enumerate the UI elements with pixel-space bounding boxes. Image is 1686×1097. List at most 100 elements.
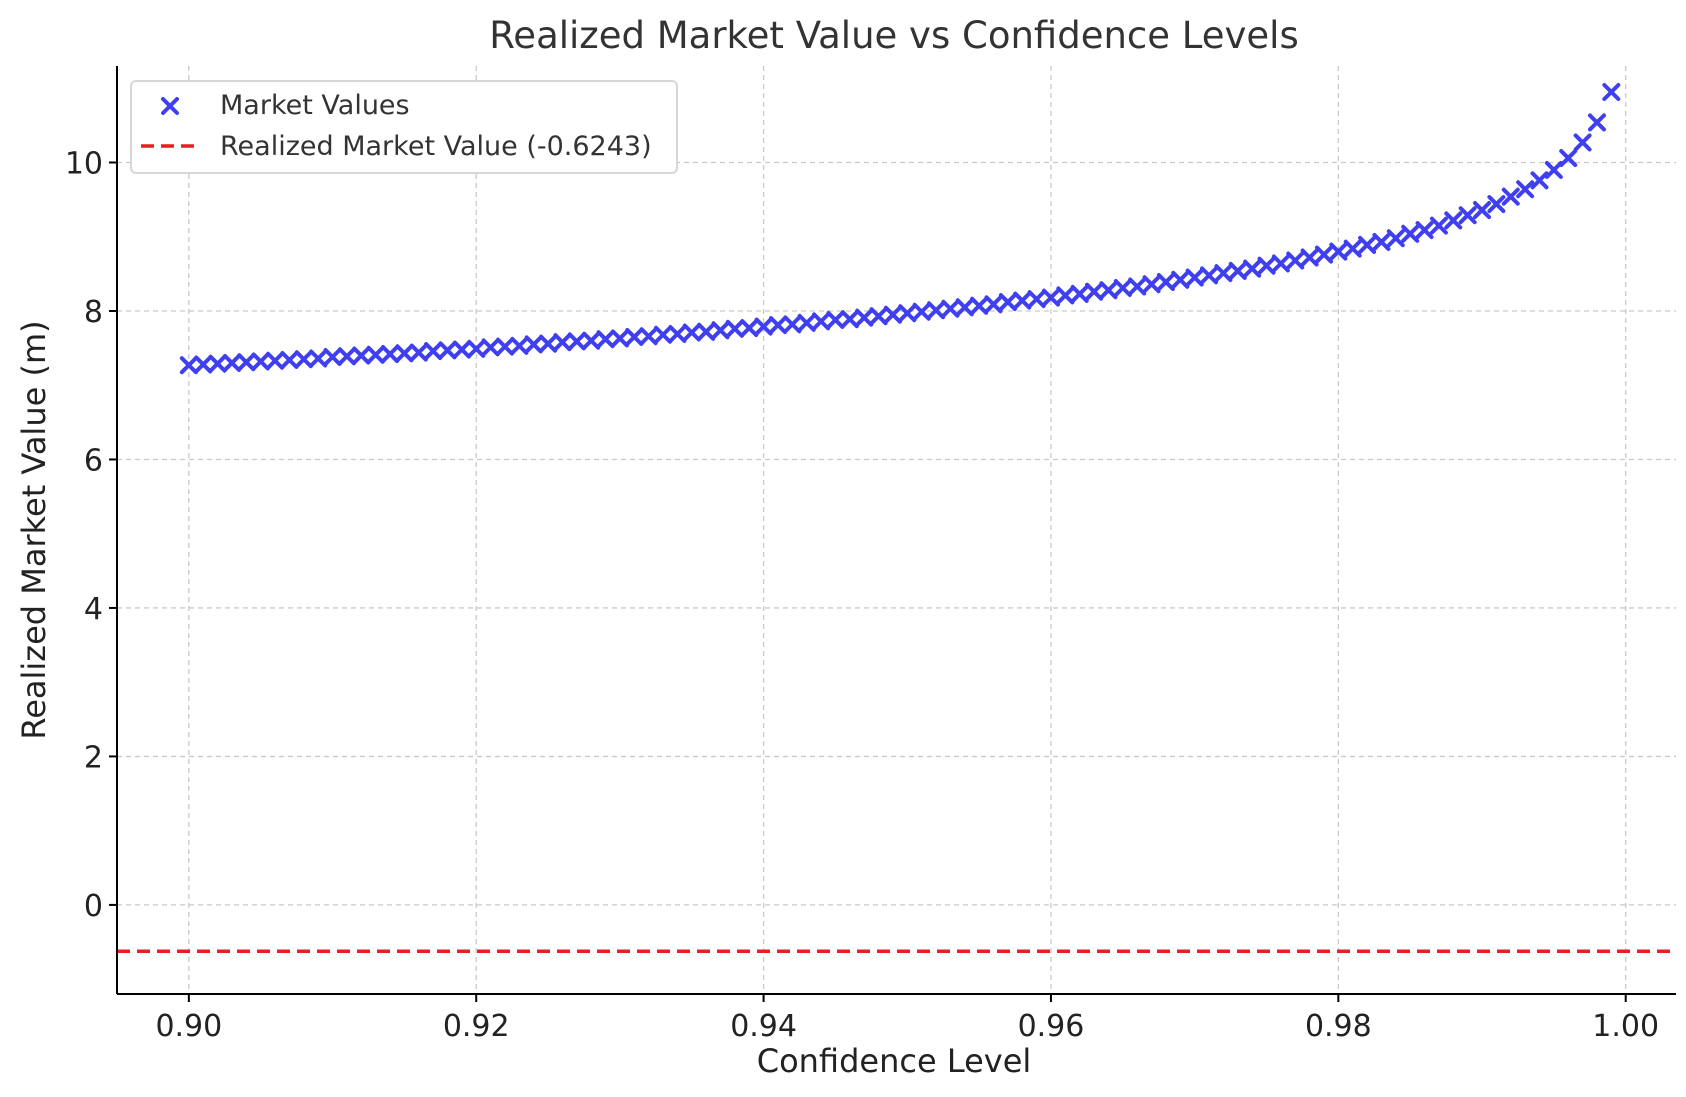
data-point (352, 346, 371, 365)
data-point (1516, 180, 1535, 199)
x-axis-title: Confidence Level (757, 1042, 1032, 1080)
data-points-layer (179, 82, 1621, 375)
data-point (553, 333, 572, 352)
data-point (467, 339, 486, 358)
y-tick-label: 4 (84, 592, 103, 627)
data-point (1372, 232, 1391, 251)
data-point (639, 327, 658, 346)
data-point (1013, 291, 1032, 310)
data-point (955, 298, 974, 317)
data-point (1429, 216, 1448, 235)
legend-label-realized-market-value: Realized Market Value (-0.6243) (220, 131, 652, 162)
data-point (179, 356, 198, 375)
data-point (323, 348, 342, 367)
data-point (984, 295, 1003, 314)
data-point (725, 319, 744, 338)
data-point (1185, 268, 1204, 287)
data-point (1243, 259, 1262, 278)
data-point (1271, 254, 1290, 273)
data-point (1329, 242, 1348, 261)
data-point (1458, 206, 1477, 225)
data-point (754, 317, 773, 336)
y-tick-label: 10 (65, 147, 103, 182)
data-point (855, 308, 874, 327)
y-tick-label: 0 (84, 889, 103, 924)
x-tick-label: 0.94 (730, 1009, 797, 1044)
axes-layer (116, 66, 1676, 995)
legend-label-market-values: Market Values (220, 90, 410, 121)
data-point (826, 310, 845, 329)
data-point (783, 315, 802, 334)
data-point (610, 329, 629, 348)
x-tick-label: 0.92 (443, 1009, 510, 1044)
data-point (366, 345, 385, 364)
data-point (294, 350, 313, 369)
data-point (797, 313, 816, 332)
data-point (222, 353, 241, 372)
data-point (1200, 266, 1219, 285)
data-point (840, 310, 859, 329)
x-tick-label: 0.90 (155, 1009, 222, 1044)
data-point (1501, 187, 1520, 206)
data-point (582, 331, 601, 350)
y-tick-label: 8 (84, 295, 103, 330)
data-point (1587, 113, 1606, 132)
legend-marker-market-values (161, 97, 179, 115)
data-point (1530, 171, 1549, 190)
chart-title: Realized Market Value vs Confidence Leve… (489, 14, 1298, 57)
data-point (1602, 82, 1621, 101)
data-point (970, 296, 989, 315)
data-point (740, 319, 759, 338)
data-point (1070, 284, 1089, 303)
data-point (1128, 277, 1147, 296)
data-point (194, 355, 213, 374)
data-point (927, 301, 946, 320)
data-point (524, 335, 543, 354)
data-point (1300, 248, 1319, 267)
data-point (697, 322, 716, 341)
data-point (883, 305, 902, 324)
data-point (409, 343, 428, 362)
data-point (1573, 133, 1592, 152)
data-point (1085, 282, 1104, 301)
data-point (1171, 270, 1190, 289)
y-tick-label: 6 (84, 443, 103, 478)
data-point (654, 325, 673, 344)
data-point (1401, 224, 1420, 243)
data-point (768, 316, 787, 335)
data-point (251, 352, 270, 371)
legend-x-marker (161, 97, 179, 115)
data-point (1358, 235, 1377, 254)
data-point (1314, 245, 1333, 264)
data-point (912, 302, 931, 321)
data-point (266, 351, 285, 370)
data-point (237, 353, 256, 372)
data-point (998, 293, 1017, 312)
y-axis-title: Realized Market Value (m) (15, 320, 53, 739)
data-point (682, 323, 701, 342)
data-point (495, 337, 514, 356)
x-tick-label: 1.00 (1592, 1009, 1659, 1044)
grid-layer (117, 66, 1676, 994)
data-point (208, 354, 227, 373)
data-point (280, 350, 299, 369)
data-point (1228, 261, 1247, 280)
data-point (812, 312, 831, 331)
data-point (309, 349, 328, 368)
data-point (1113, 278, 1132, 297)
x-tick-label: 0.96 (1018, 1009, 1085, 1044)
data-point (1156, 273, 1175, 292)
data-point (424, 342, 443, 361)
data-point (1473, 201, 1492, 220)
data-point (1343, 239, 1362, 258)
y-tick-label: 2 (84, 740, 103, 775)
data-point (1041, 288, 1060, 307)
data-point (1214, 264, 1233, 283)
data-point (567, 332, 586, 351)
data-point (1544, 160, 1563, 179)
data-point (1487, 195, 1506, 214)
data-point (1142, 275, 1161, 294)
x-ticks-layer: 0.90 0.92 0.94 0.96 0.98 1.00 (155, 994, 1659, 1044)
x-tick-label: 0.98 (1305, 1009, 1372, 1044)
